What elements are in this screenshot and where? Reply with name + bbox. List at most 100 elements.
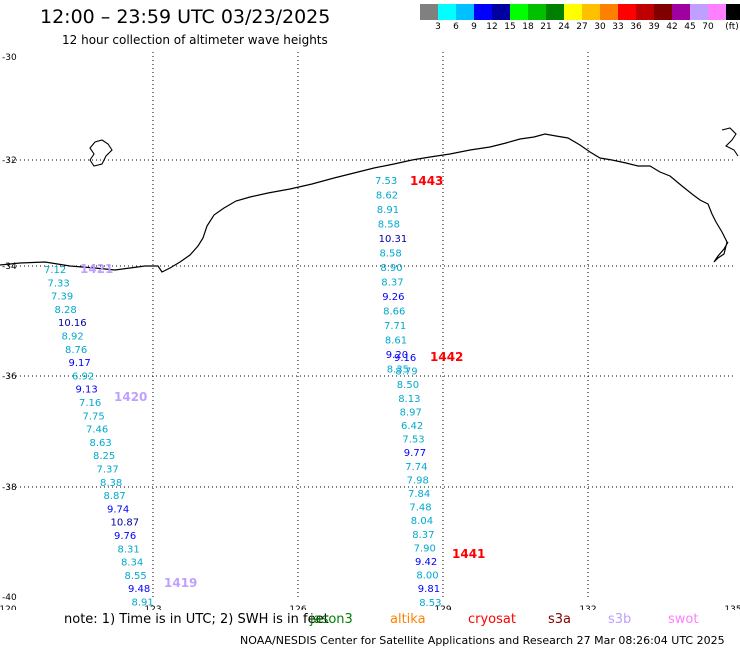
wave-height-value: 8.90 bbox=[380, 263, 402, 274]
colorbar-swatch bbox=[654, 4, 672, 20]
colorbar-swatch bbox=[672, 4, 690, 20]
longitude-label: 123 bbox=[144, 605, 161, 610]
wave-height-value: 8.66 bbox=[383, 307, 405, 318]
colorbar-swatch bbox=[456, 4, 474, 20]
credit-footer: NOAA/NESDIS Center for Satellite Applica… bbox=[240, 634, 725, 647]
tasmania-edge-outline bbox=[721, 127, 739, 157]
satellite-legend-s3a: s3a bbox=[548, 612, 572, 627]
latitude-label: -40 bbox=[2, 593, 17, 603]
colorbar-swatch bbox=[510, 4, 528, 20]
wave-height-value: 8.04 bbox=[411, 516, 433, 527]
latitude-label: -36 bbox=[2, 372, 17, 382]
colorbar-swatch bbox=[564, 4, 582, 20]
wave-height-map: 120 123 126 129 132 135 -30 -32 -34 -36 -38 -40 7.5… bbox=[0, 52, 740, 610]
longitude-label: 126 bbox=[289, 605, 306, 610]
wave-height-value: 9.20 bbox=[386, 350, 408, 361]
colorbar-label: 24 bbox=[558, 22, 570, 32]
longitude-label: 129 bbox=[434, 605, 451, 610]
wave-height-value: 7.53 bbox=[402, 435, 424, 446]
wave-height-value: 9.48 bbox=[128, 584, 150, 595]
wave-height-value: 9.13 bbox=[76, 385, 98, 396]
wave-height-value: 8.87 bbox=[104, 491, 126, 502]
longitude-label: 120 bbox=[0, 605, 17, 610]
wave-height-value: 7.75 bbox=[83, 411, 105, 422]
wave-height-value: 8.38 bbox=[100, 478, 122, 489]
wave-height-value: 8.28 bbox=[55, 305, 77, 316]
latitude-label: -32 bbox=[2, 156, 17, 166]
colorbar-label: 3 bbox=[435, 22, 441, 32]
wave-height-value: 8.91 bbox=[132, 598, 154, 609]
wave-height-value: 8.35 bbox=[387, 365, 409, 376]
wave-height-value: 8.31 bbox=[118, 544, 140, 555]
wave-height-value: 8.92 bbox=[62, 332, 84, 343]
pass-number-label: 1421 bbox=[80, 262, 113, 276]
wave-height-value: 8.37 bbox=[412, 530, 434, 541]
wave-height-value: 8.62 bbox=[376, 191, 398, 202]
wave-height-value: 6.92 bbox=[72, 371, 94, 382]
colorbar-label: 33 bbox=[612, 22, 624, 32]
wave-height-value: 9.16 bbox=[394, 353, 416, 364]
satellite-legend-altika: altika bbox=[390, 612, 426, 627]
pass-labels: 1443 1442 1441 1421 1420 1419 bbox=[80, 174, 485, 590]
lat-lon-grid: 120 123 126 129 132 135 -30 -32 -34 -36 -38 -40 bbox=[0, 52, 740, 610]
wave-height-value: 8.34 bbox=[121, 558, 143, 569]
wave-height-value: 8.53 bbox=[419, 598, 441, 609]
wave-height-points: 7.53 8.62 8.91 8.58 10.31 8.58 8.90 8.37 9.26 8.6… bbox=[44, 176, 441, 609]
wave-height-value: 8.13 bbox=[398, 394, 420, 405]
wave-height-value: 8.58 bbox=[378, 220, 400, 231]
colorbar-swatch bbox=[582, 4, 600, 20]
colorbar-swatch bbox=[474, 4, 492, 20]
wave-height-value: 8.00 bbox=[416, 571, 438, 582]
colorbar-label: 45 bbox=[684, 22, 696, 32]
satellite-legend-jason3: jason3 bbox=[310, 612, 353, 627]
colorbar-label: 36 bbox=[630, 22, 642, 32]
colorbar-swatch bbox=[420, 4, 438, 20]
wave-height-value: 8.91 bbox=[377, 205, 399, 216]
wave-height-value: 8.58 bbox=[380, 249, 402, 260]
wave-height-value: 8.37 bbox=[381, 278, 403, 289]
pass-number-label: 1420 bbox=[114, 390, 147, 404]
wave-height-value: 10.87 bbox=[111, 518, 140, 529]
wave-height-value: 7.53 bbox=[375, 176, 397, 187]
wave-height-value: 8.50 bbox=[397, 380, 419, 391]
longitude-label: 132 bbox=[579, 605, 596, 610]
colorbar-swatch bbox=[636, 4, 654, 20]
wave-height-value: 9.42 bbox=[415, 557, 437, 568]
wave-height-value: 7.98 bbox=[407, 475, 429, 486]
colorbar-swatch bbox=[726, 4, 740, 20]
units-note: note: 1) Time is in UTC; 2) SWH is in fe… bbox=[64, 612, 329, 627]
satellite-legend-swot: swot bbox=[668, 612, 699, 627]
colorbar-label: 6 bbox=[453, 22, 459, 32]
satellite-legend-s3b: s3b bbox=[608, 612, 632, 627]
latitude-label: -30 bbox=[2, 53, 17, 63]
wave-height-value: 6.42 bbox=[401, 421, 423, 432]
wave-height-value: 9.76 bbox=[114, 531, 136, 542]
colorbar-label: (ft) bbox=[725, 22, 739, 32]
wave-height-value: 8.76 bbox=[65, 345, 87, 356]
wave-height-value: 9.74 bbox=[107, 504, 129, 515]
wave-height-value: 9.81 bbox=[418, 584, 440, 595]
pass-number-label: 1443 bbox=[410, 174, 443, 188]
map-subtitle: 12 hour collection of altimeter wave hei… bbox=[62, 33, 328, 47]
wave-height-value: 8.79 bbox=[395, 367, 417, 378]
colorbar-label: 27 bbox=[576, 22, 588, 32]
colorbar-label: 9 bbox=[471, 22, 477, 32]
wave-height-value: 8.61 bbox=[385, 336, 407, 347]
colorbar-label: 30 bbox=[594, 22, 606, 32]
colorbar-label: 70 bbox=[702, 22, 714, 32]
colorbar-swatch bbox=[492, 4, 510, 20]
wave-height-value: 9.17 bbox=[69, 358, 91, 369]
wave-height-value: 7.33 bbox=[48, 278, 70, 289]
pass-number-label: 1419 bbox=[164, 576, 197, 590]
colorbar-swatch bbox=[690, 4, 708, 20]
wave-height-value: 10.16 bbox=[58, 318, 87, 329]
colorbar-label: 39 bbox=[648, 22, 660, 32]
colorbar-swatch bbox=[618, 4, 636, 20]
wave-height-value: 8.25 bbox=[93, 451, 115, 462]
colorbar-swatch bbox=[528, 4, 546, 20]
wave-height-value: 7.12 bbox=[44, 265, 66, 276]
pass-number-label: 1441 bbox=[452, 547, 485, 561]
wave-height-value: 7.16 bbox=[79, 398, 101, 409]
latitude-label: -34 bbox=[2, 262, 17, 272]
kangaroo-island-like-outline bbox=[89, 139, 113, 167]
